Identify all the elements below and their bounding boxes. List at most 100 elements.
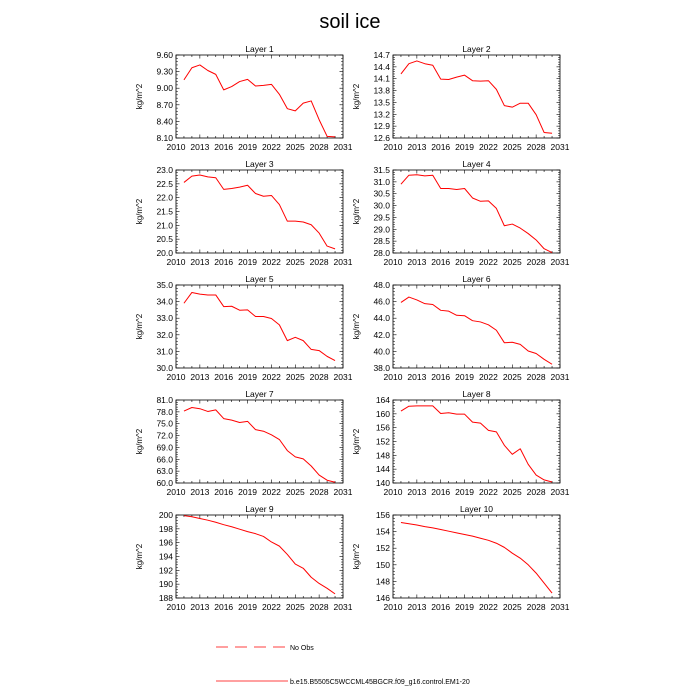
- x-tick-label: 2025: [286, 372, 305, 382]
- panel-title: Layer 5: [245, 274, 274, 284]
- x-tick-label: 2010: [384, 602, 403, 612]
- y-tick-label: 60.0: [156, 478, 173, 488]
- plot-frame: [392, 514, 561, 599]
- x-tick-label: 2031: [551, 602, 570, 612]
- plot-frame: [392, 284, 561, 369]
- x-tick-label: 2022: [479, 372, 498, 382]
- y-tick-label: 13.2: [373, 109, 390, 119]
- y-tick-label: 31.5: [373, 165, 390, 175]
- plot-frame: [175, 514, 344, 599]
- x-tick-label: 2028: [527, 602, 546, 612]
- panel-layer-9: Layer 9 2010 2013 2016 2019 2022 2025 2028 2031 1…: [135, 504, 353, 612]
- x-tick-label: 2016: [431, 372, 450, 382]
- x-tick-label: 2028: [310, 602, 329, 612]
- legend: No Obs b.e15.B5505C5WCCML45BGCR.f09_g16.…: [216, 645, 470, 686]
- x-tick-label: 2010: [167, 372, 186, 382]
- y-tick-label: 69.0: [156, 442, 173, 452]
- x-tick-label: 2019: [455, 257, 474, 267]
- y-axis-label: kg/m^2: [135, 198, 144, 224]
- x-tick-label: 2031: [334, 372, 353, 382]
- y-tick-label: 38.0: [373, 363, 390, 373]
- panel-layer-10: Layer 10 2010 2013 2016 2019 2022 2025 2028 2031…: [352, 504, 570, 612]
- panel-layer-7: Layer 7 2010 2013 2016 2019 2022 2025 2028 2031 6…: [135, 389, 353, 497]
- y-tick-label: 66.0: [156, 454, 173, 464]
- x-tick-label: 2010: [167, 142, 186, 152]
- panel-layer-6: Layer 6 2010 2013 2016 2019 2022 2025 2028 2031 3…: [352, 274, 570, 382]
- x-tick-label: 2013: [190, 602, 209, 612]
- x-tick-label: 2022: [262, 257, 281, 267]
- x-tick-label: 2031: [551, 142, 570, 152]
- y-tick-label: 21.5: [156, 207, 173, 217]
- y-tick-label: 152: [376, 543, 390, 553]
- x-tick-label: 2010: [167, 602, 186, 612]
- y-tick-label: 140: [376, 478, 390, 488]
- x-tick-label: 2028: [527, 487, 546, 497]
- y-tick-label: 148: [376, 450, 390, 460]
- x-tick-label: 2022: [479, 602, 498, 612]
- y-tick-label: 30.0: [373, 201, 390, 211]
- y-tick-label: 30.0: [156, 363, 173, 373]
- x-tick-label: 2022: [479, 487, 498, 497]
- y-tick-label: 23.0: [156, 165, 173, 175]
- y-tick-label: 188: [159, 593, 173, 603]
- y-tick-label: 156: [376, 423, 390, 433]
- plot-frame: [392, 399, 561, 484]
- series-line: [183, 291, 336, 361]
- y-tick-label: 81.0: [156, 395, 173, 405]
- y-tick-label: 72.0: [156, 431, 173, 441]
- x-tick-label: 2031: [334, 257, 353, 267]
- x-tick-label: 2031: [334, 487, 353, 497]
- x-tick-label: 2022: [262, 487, 281, 497]
- plot-frame: [175, 169, 344, 254]
- x-tick-label: 2028: [310, 372, 329, 382]
- y-tick-label: 8.40: [156, 116, 173, 126]
- y-tick-label: 48.0: [373, 280, 390, 290]
- x-tick-label: 2013: [407, 487, 426, 497]
- plot-frame: [175, 399, 344, 484]
- x-tick-label: 2025: [503, 257, 522, 267]
- panel-layer-1: Layer 1 2010 2013 2016 2019 2022 2025 2028 2031 8…: [135, 44, 353, 152]
- y-tick-label: 13.5: [373, 97, 390, 107]
- panel-title: Layer 8: [462, 389, 491, 399]
- y-tick-label: 20.5: [156, 234, 173, 244]
- x-tick-label: 2025: [286, 257, 305, 267]
- y-tick-label: 164: [376, 395, 390, 405]
- series-line: [400, 296, 553, 365]
- x-tick-label: 2028: [310, 257, 329, 267]
- x-tick-label: 2019: [455, 602, 474, 612]
- x-tick-label: 2010: [167, 487, 186, 497]
- y-tick-label: 160: [376, 409, 390, 419]
- x-tick-label: 2022: [262, 602, 281, 612]
- x-tick-label: 2016: [431, 257, 450, 267]
- panel-title: Layer 2: [462, 44, 491, 54]
- panel-layer-8: Layer 8 2010 2013 2016 2019 2022 2025 2028 2031 1…: [352, 389, 570, 497]
- y-tick-label: 154: [376, 527, 390, 537]
- y-tick-label: 156: [376, 510, 390, 520]
- x-tick-label: 2022: [479, 142, 498, 152]
- x-tick-label: 2031: [551, 487, 570, 497]
- x-tick-label: 2019: [455, 142, 474, 152]
- y-tick-label: 33.0: [156, 313, 173, 323]
- x-tick-label: 2031: [334, 602, 353, 612]
- y-tick-label: 196: [159, 538, 173, 548]
- panel-title: Layer 6: [462, 274, 491, 284]
- y-axis-label: kg/m^2: [352, 543, 361, 569]
- x-tick-label: 2013: [190, 142, 209, 152]
- panel-title: Layer 1: [245, 44, 274, 54]
- x-tick-label: 2019: [455, 372, 474, 382]
- x-tick-label: 2025: [503, 142, 522, 152]
- y-axis-label: kg/m^2: [135, 543, 144, 569]
- x-tick-label: 2028: [527, 142, 546, 152]
- x-tick-label: 2013: [190, 372, 209, 382]
- y-axis-label: kg/m^2: [135, 428, 144, 454]
- x-tick-label: 2028: [310, 487, 329, 497]
- y-tick-label: 12.9: [373, 121, 390, 131]
- x-tick-label: 2013: [190, 257, 209, 267]
- y-tick-label: 14.4: [373, 62, 390, 72]
- y-tick-label: 144: [376, 464, 390, 474]
- series-line: [400, 60, 553, 134]
- y-tick-label: 31.0: [156, 346, 173, 356]
- x-tick-label: 2013: [407, 257, 426, 267]
- x-tick-label: 2022: [262, 372, 281, 382]
